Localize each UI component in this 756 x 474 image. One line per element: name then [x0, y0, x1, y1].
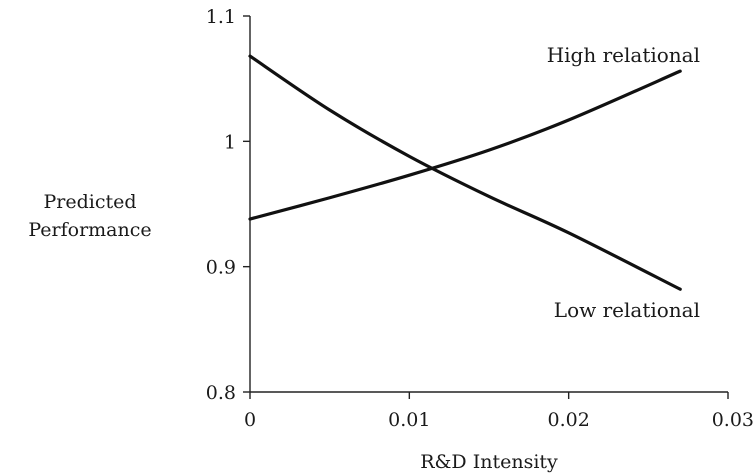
- y-tick-label: 0.8: [206, 382, 236, 404]
- series-lines: [248, 54, 682, 291]
- x-axis-title: R&D Intensity: [420, 451, 558, 473]
- y-tick-label: 1: [224, 131, 236, 153]
- ticks: [243, 15, 729, 399]
- series-line-low-relational: [248, 54, 682, 291]
- series-label-high-relational: High relational: [547, 43, 700, 67]
- y-axis-title-line-1: Predicted: [43, 191, 136, 213]
- y-tick-label: 0.9: [206, 257, 236, 279]
- y-tick-label: 1.1: [206, 6, 236, 28]
- x-tick-label: 0: [244, 409, 256, 431]
- x-tick-label: 0.03: [712, 409, 754, 431]
- x-tick-label: 0.02: [548, 409, 590, 431]
- series-label-low-relational: Low relational: [554, 298, 700, 322]
- x-tick-label: 0.01: [388, 409, 430, 431]
- series-labels: High relational Low relational: [547, 43, 700, 322]
- tick-labels: 0.8 0.9 1 1.1 0 0.01 0.02 0.03: [206, 6, 754, 431]
- series-line-high-relational: [248, 69, 682, 221]
- y-axis-title-line-2: Performance: [28, 219, 151, 241]
- axes: [249, 16, 728, 393]
